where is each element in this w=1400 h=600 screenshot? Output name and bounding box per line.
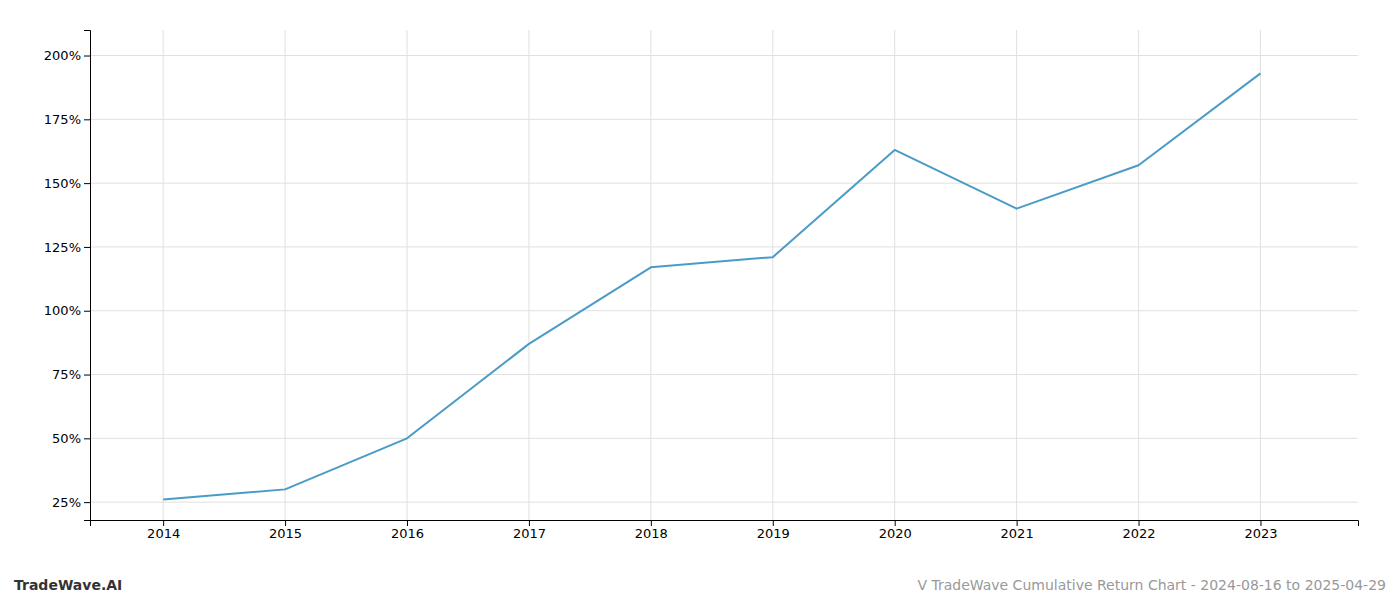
tick-mark — [773, 520, 774, 526]
chart: 2014 2015 2016 2017 2018 2019 2020 2021 2022 2023… — [0, 0, 1400, 600]
grid-line — [90, 246, 1358, 247]
tick: 175% — [44, 112, 90, 127]
tick-mark — [84, 438, 90, 439]
grid-line — [90, 119, 1358, 120]
tick-mark — [1017, 520, 1018, 526]
tick: 2021 — [1001, 520, 1034, 541]
grid-line — [1016, 30, 1017, 520]
tick-label: 2021 — [1001, 526, 1034, 541]
tick-label: 100% — [44, 303, 81, 318]
annotation: V TradeWave Cumulative Return Chart - 20… — [917, 577, 1386, 593]
grid-line — [285, 30, 286, 520]
annotation: TradeWave.AI — [14, 577, 122, 593]
tick-label: 175% — [44, 112, 81, 127]
tick: 25% — [52, 495, 90, 510]
tick-label: 2023 — [1244, 526, 1277, 541]
grid-line — [90, 310, 1358, 311]
grid-line — [90, 374, 1358, 375]
footer: TradeWave.AI V TradeWave Cumulative Retur… — [14, 577, 1386, 593]
tick-label: 2022 — [1122, 526, 1155, 541]
y-axis: 25% 50% 75% 100% 125% 150% 175% 200% — [44, 31, 91, 521]
grid-line — [163, 30, 164, 520]
x-axis: 2014 2015 2016 2017 2018 2019 2020 2021 2022 2023 — [91, 520, 1359, 541]
tick: 2015 — [269, 520, 302, 541]
tick-mark — [84, 183, 90, 184]
tick-mark — [84, 56, 90, 57]
tick: 2020 — [879, 520, 912, 541]
grid-line — [90, 438, 1358, 439]
tick-mark — [84, 119, 90, 120]
tick-mark — [84, 502, 90, 503]
tick: 125% — [44, 240, 90, 255]
grid-line — [772, 30, 773, 520]
grid-line — [90, 502, 1358, 503]
tick-mark — [84, 247, 90, 248]
axis-line — [84, 31, 91, 521]
grid-line — [894, 30, 895, 520]
tick-mark — [651, 520, 652, 526]
tick-mark — [529, 520, 530, 526]
tick: 2023 — [1244, 520, 1277, 541]
line — [163, 73, 1260, 499]
grid-line — [407, 30, 408, 520]
tick: 50% — [52, 431, 90, 446]
tick-label: 200% — [44, 48, 81, 63]
tick-mark — [84, 311, 90, 312]
tick-mark — [84, 375, 90, 376]
tick: 2018 — [635, 520, 668, 541]
tick: 150% — [44, 176, 90, 191]
tick-mark — [1260, 520, 1261, 526]
tick-label: 150% — [44, 176, 81, 191]
tick-label: 2020 — [879, 526, 912, 541]
tick-label: 2015 — [269, 526, 302, 541]
tick: 75% — [52, 367, 90, 382]
grid-line — [528, 30, 529, 520]
grid-line — [90, 183, 1358, 184]
tick: 2019 — [757, 520, 790, 541]
tick-label: 125% — [44, 240, 81, 255]
tick-mark — [1139, 520, 1140, 526]
tick-mark — [895, 520, 896, 526]
tick-label: 50% — [52, 431, 81, 446]
tick-label: 2014 — [147, 526, 180, 541]
grid-line — [650, 30, 651, 520]
tick-mark — [285, 520, 286, 526]
tick-label: 75% — [52, 367, 81, 382]
tick: 2016 — [391, 520, 424, 541]
grid-line — [1260, 30, 1261, 520]
tick-mark — [163, 520, 164, 526]
tick-mark — [407, 520, 408, 526]
tick-label: 2019 — [757, 526, 790, 541]
grid — [90, 30, 1358, 520]
tick: 200% — [44, 48, 90, 63]
tick: 2022 — [1122, 520, 1155, 541]
tick-label: 2017 — [513, 526, 546, 541]
plot: 2014 2015 2016 2017 2018 2019 2020 2021 2022 2023… — [44, 30, 1359, 541]
series — [163, 73, 1260, 499]
chart-container: 2014 2015 2016 2017 2018 2019 2020 2021 2022 2023… — [0, 0, 1400, 600]
tick-label: 2018 — [635, 526, 668, 541]
axis-line — [91, 521, 1359, 527]
grid-line — [1138, 30, 1139, 520]
grid-line — [90, 55, 1358, 56]
tick-label: 2016 — [391, 526, 424, 541]
tick: 2017 — [513, 520, 546, 541]
tick: 100% — [44, 303, 90, 318]
tick-label: 25% — [52, 495, 81, 510]
tick: 2014 — [147, 520, 180, 541]
